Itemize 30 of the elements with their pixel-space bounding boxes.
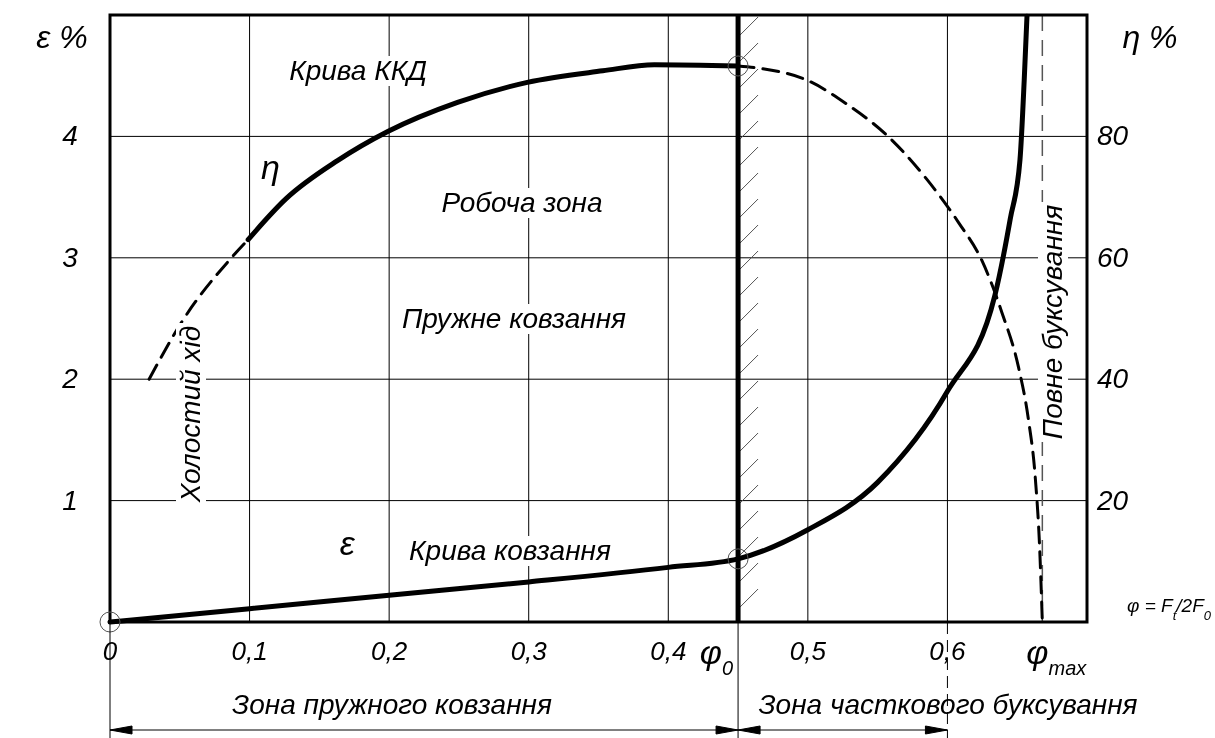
y-tick-label: 1	[62, 484, 78, 516]
series-label: η	[261, 147, 280, 186]
y2-tick-label: 40	[1097, 363, 1129, 395]
y2-tick-label: 20	[1096, 484, 1129, 516]
y-tick-label: 4	[62, 120, 78, 152]
annotation: Крива ККД	[289, 55, 427, 86]
annotation: Повне буксування	[1037, 204, 1068, 440]
text: Зона часткового буксування	[758, 689, 1138, 720]
ref-line-label: φ$_{0}$	[699, 633, 734, 679]
annotation: Пружне ковзання	[401, 303, 627, 334]
annotation: Крива ковзання	[409, 535, 611, 566]
annotation: Холостий хід	[175, 325, 206, 504]
annotation: Робоча зона	[441, 187, 603, 218]
x-tick-label: 0,4	[650, 636, 687, 666]
x-tick-label: 0,6	[929, 636, 967, 666]
y2-tick-label: 80	[1097, 120, 1129, 152]
y-tick-label: 2	[61, 363, 79, 395]
x-axis-title: φ = F$_{t}$/2F$_{0}$	[1127, 595, 1212, 623]
x-tick-label: 0,3	[510, 636, 548, 666]
x-tick-label: 0,1	[231, 636, 268, 666]
x-tick-label: 0,2	[371, 636, 408, 666]
y-axis-title: ε %	[36, 19, 88, 55]
y2-tick-label: 60	[1097, 241, 1129, 273]
ref-line-label: φ$_{max}$	[1026, 633, 1088, 679]
text: Зона пружного ковзання	[232, 689, 552, 720]
x-tick-label: 0	[102, 636, 118, 666]
y2-axis-title: η %	[1122, 19, 1178, 55]
y-tick-label: 3	[62, 241, 79, 273]
series-label: ε	[339, 524, 356, 563]
x-tick-label: 0,5	[789, 636, 827, 666]
